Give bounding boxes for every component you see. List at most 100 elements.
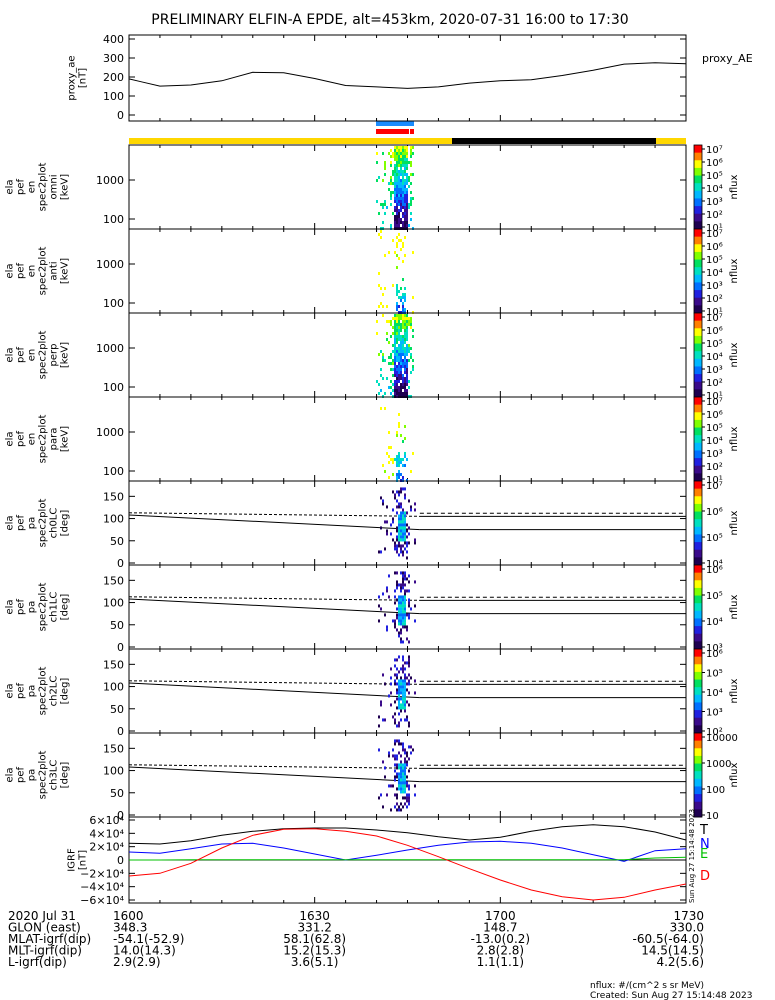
spec_perp-ylabel: ela [5,347,16,362]
pitch-angle-cell [394,679,396,683]
colorbar-segment [694,649,702,658]
spectrogram-cell [402,278,404,281]
pitch-angle-cell [394,700,396,704]
spectrogram-cell [396,206,398,209]
spectrogram-cell [404,299,406,302]
spectrogram-cell [392,155,394,158]
colorbar-tick-label: 10⁵ [706,171,723,182]
spectrogram-cell [410,149,412,152]
spectrogram-cell [398,350,400,353]
axis-row-label: L-igrf(dip) [8,955,67,969]
y-tick-label: 1000 [96,258,124,271]
spectrogram-cell [404,152,406,155]
pitch-angle-cell [408,724,410,728]
pitch-angle-cell [406,799,408,803]
colorbar-segment [694,190,702,199]
pa_ch1-colorbar: 10³ 10⁴ 10⁵ 10⁶ nflux [693,564,740,654]
spectrogram-cell [396,209,398,212]
colorbar-tick-label: 10³ [706,708,723,719]
colorbar-tick-label: 10³ [706,281,723,292]
spectrogram-cell [402,296,404,299]
spectrogram-cell [380,203,382,206]
spectrogram-cell [400,167,402,170]
spectrogram-cell [400,371,402,374]
colorbar-segment [694,542,702,551]
igrf-ylabel: IGRF [67,848,78,872]
y-tick-label: 100 [103,681,124,694]
colorbar-segment [694,160,702,169]
spectrogram-cell [402,206,404,209]
pitch-angle-cell [404,514,406,518]
spectrogram-cell [384,470,386,473]
spectrogram-cell [378,383,380,386]
y-tick-label: 100 [103,90,124,103]
spectrogram-cell [408,317,410,320]
spectrogram-cell [402,362,404,365]
axis-row-value: -54.1(-52.9) [113,932,184,946]
pitch-angle-cell [404,700,406,704]
spectrogram-cell [380,302,382,305]
colorbar-segment [694,595,702,604]
spectrogram-cell [396,323,398,326]
pitch-angle-cell [394,754,396,758]
y-tick-label: 100 [103,597,124,610]
spectrogram-cell [384,164,386,167]
pitch-angle-cell [404,622,406,626]
pitch-angle-cell [406,751,408,755]
spectrogram-cell [400,188,402,191]
spec_anti-ylabel: en [27,265,38,278]
spectrogram-cell [406,200,408,203]
colorbar-segment [694,221,702,230]
y-tick-label: 50 [110,619,124,632]
pitch-angle-cell [400,613,402,617]
spectrogram-cell [406,380,408,383]
pitch-angle-cell [404,487,406,491]
pitch-angle-cell [402,781,404,785]
colorbar-segment [694,733,702,742]
spectrogram-cell [388,362,390,365]
spectrogram-cell [404,179,406,182]
pitch-angle-cell [408,691,410,695]
spec_omni-ylabel: omni [49,175,60,200]
pitch-angle-cell [396,688,398,692]
pitch-angle-cell [400,544,402,548]
pitch-angle-cell [396,676,398,680]
spectrogram-cell [400,392,402,395]
spectrogram-cell [404,320,406,323]
pitch-angle-cell [400,610,402,614]
colorbar-segment [694,694,702,703]
spectrogram-cell [406,182,408,185]
pitch-angle-cell [398,721,400,725]
spectrogram-cell [404,347,406,350]
pitch-angle-cell [400,622,402,626]
spectrogram-cell [394,197,396,200]
colorbar-tick-label: 10⁷ [706,397,723,408]
pitch-angle-cell [404,529,406,533]
spectrogram-cell [406,155,408,158]
spec_perp-ylabel: spec2plot [38,331,49,380]
pitch-angle-cell [404,607,406,611]
colorbar-tick-label: 10⁴ [706,617,723,628]
pitch-angle-cell [406,760,408,764]
spectrogram-cell [404,191,406,194]
pitch-angle-cell [402,586,404,590]
pitch-angle-cell [396,775,398,779]
pitch-angle-cell [380,550,382,554]
pitch-angle-cell [396,583,398,587]
spectrogram-cell [398,314,400,317]
pitch-angle-cell [400,487,402,491]
colorbar-segment [694,335,702,345]
spectrogram-cell [408,161,410,164]
pitch-angle-cell [408,658,410,662]
colorbar-tick-label: 10⁵ [706,255,723,266]
spectrogram-cell [406,383,408,386]
spectrogram-cell [394,155,396,158]
spectrogram-cell [402,392,404,395]
pitch-angle-cell [396,691,398,695]
spectrogram-cell [394,359,396,362]
colorbar-segment [694,282,702,291]
pitch-angle-cell [414,541,416,545]
pitch-angle-cell [404,523,406,527]
spectrogram-cell [392,212,394,215]
spectrogram-cell [400,206,402,209]
